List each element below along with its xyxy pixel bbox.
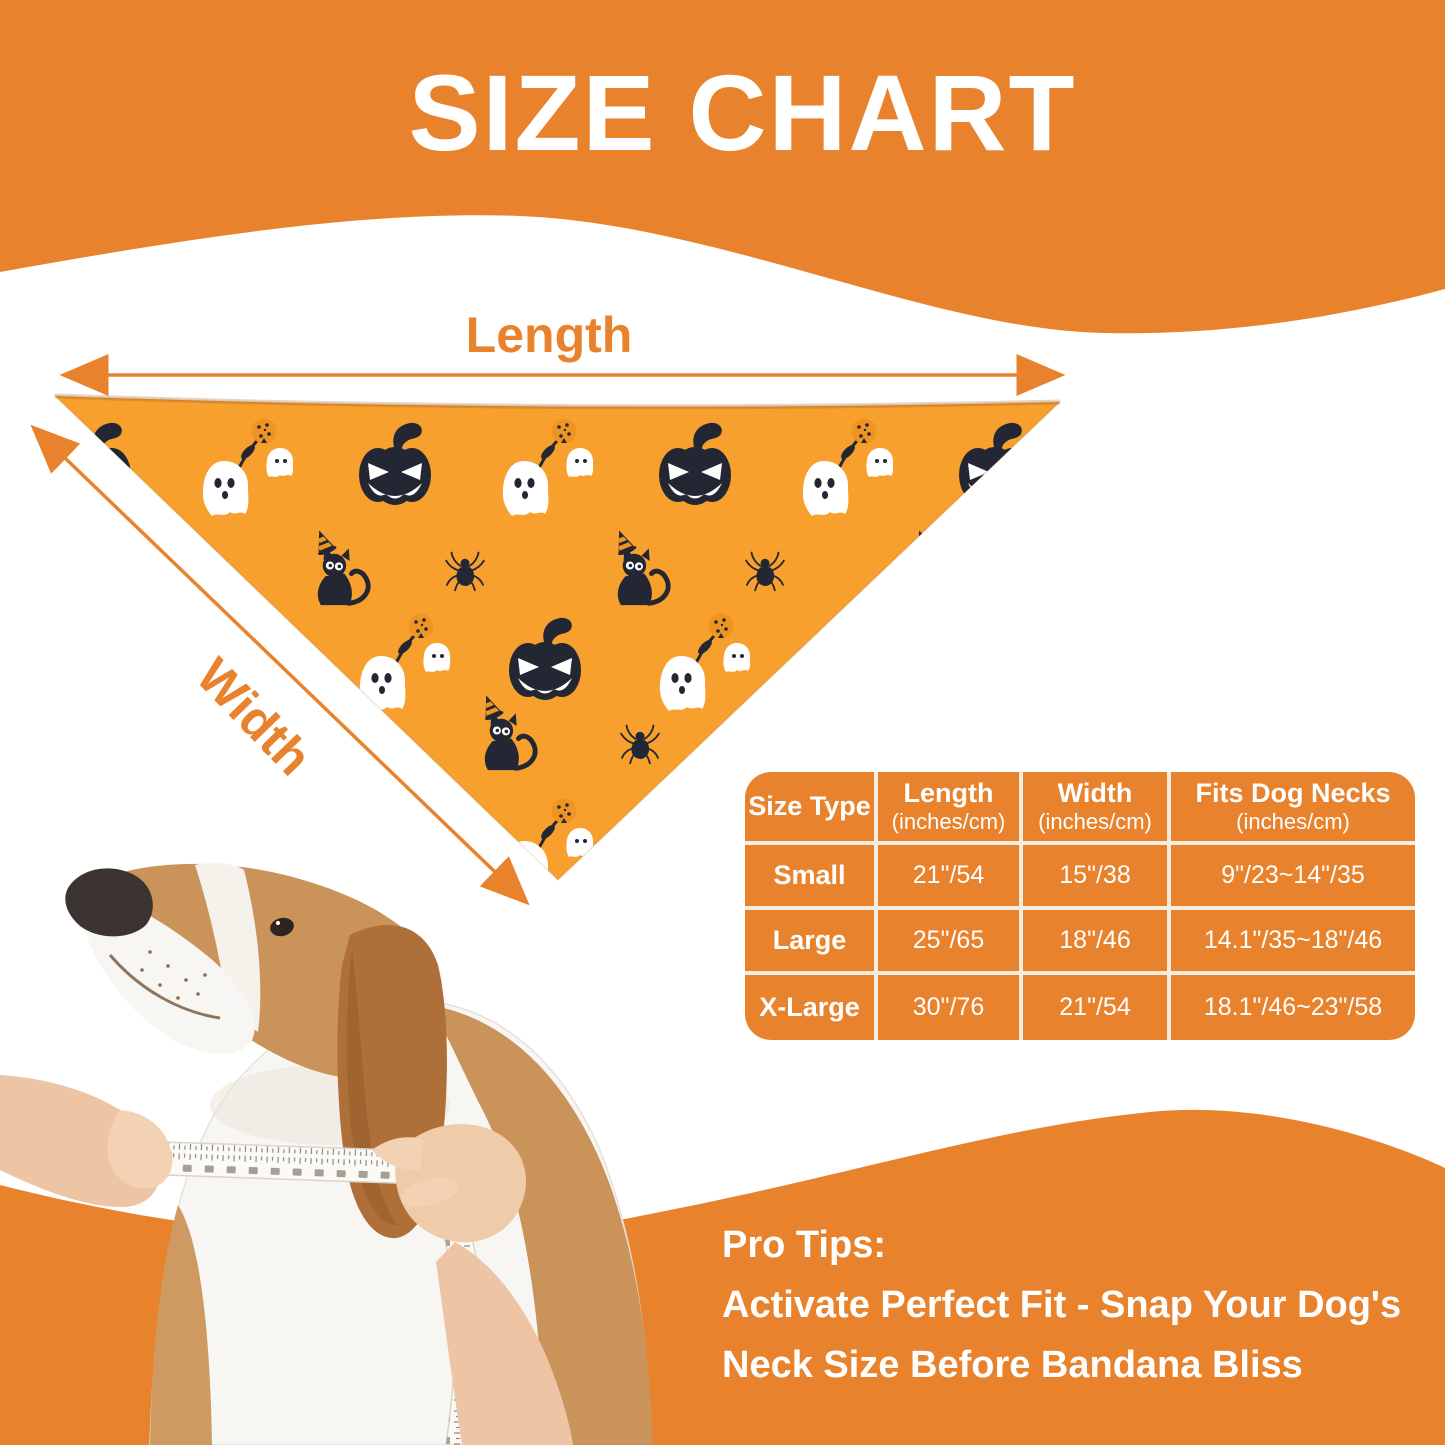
size-table: Size Type Length (inches/cm) Width (inch… [745, 772, 1415, 1040]
hand-right [372, 1124, 573, 1445]
row-small-label: Small [745, 845, 878, 910]
column-header-length: Length (inches/cm) [878, 772, 1023, 845]
table-cell: 21"/54 [1023, 975, 1171, 1040]
table-cell: 25"/65 [878, 910, 1023, 975]
column-header-neck: Fits Dog Necks (inches/cm) [1171, 772, 1415, 845]
table-cell: 21"/54 [878, 845, 1023, 910]
row-large-label: Large [745, 910, 878, 975]
dog-measurement-photo [0, 862, 653, 1445]
dog-blaze [195, 862, 261, 1032]
dog-mouth-line [108, 954, 221, 1020]
pro-tips-heading: Pro Tips: [722, 1224, 886, 1266]
table-cell: 15"/38 [1023, 845, 1171, 910]
dog-back-patch [430, 1005, 653, 1445]
row-xlarge-label: X-Large [745, 975, 878, 1040]
dog-eye [270, 917, 294, 937]
width-arrow [30, 424, 530, 906]
dog-leg-patch [150, 1205, 212, 1445]
top-wave [0, 0, 1445, 334]
table-cell: 30"/76 [878, 975, 1023, 1040]
table-cell: 14.1"/35~18"/46 [1171, 910, 1415, 975]
pro-tips-line-1: Activate Perfect Fit - Snap Your Dog's [722, 1284, 1402, 1326]
page-title: SIZE CHART [408, 52, 1077, 173]
pro-tips-line-2: Neck Size Before Bandana Bliss [722, 1344, 1303, 1386]
hand-left [0, 1075, 173, 1208]
dog-nose [65, 868, 153, 937]
measuring-tape [146, 1140, 412, 1185]
length-label: Length [465, 307, 633, 363]
bandana-top-fold [54, 393, 1061, 410]
muzzle-freckles [140, 950, 207, 1000]
table-cell: 18"/46 [1023, 910, 1171, 975]
bandana-triangle [52, 393, 1063, 882]
column-header-size-type: Size Type [745, 772, 878, 845]
column-header-width: Width (inches/cm) [1023, 772, 1171, 845]
table-cell: 9"/23~14"/35 [1171, 845, 1415, 910]
table-cell: 18.1"/46~23"/58 [1203, 992, 1383, 1021]
